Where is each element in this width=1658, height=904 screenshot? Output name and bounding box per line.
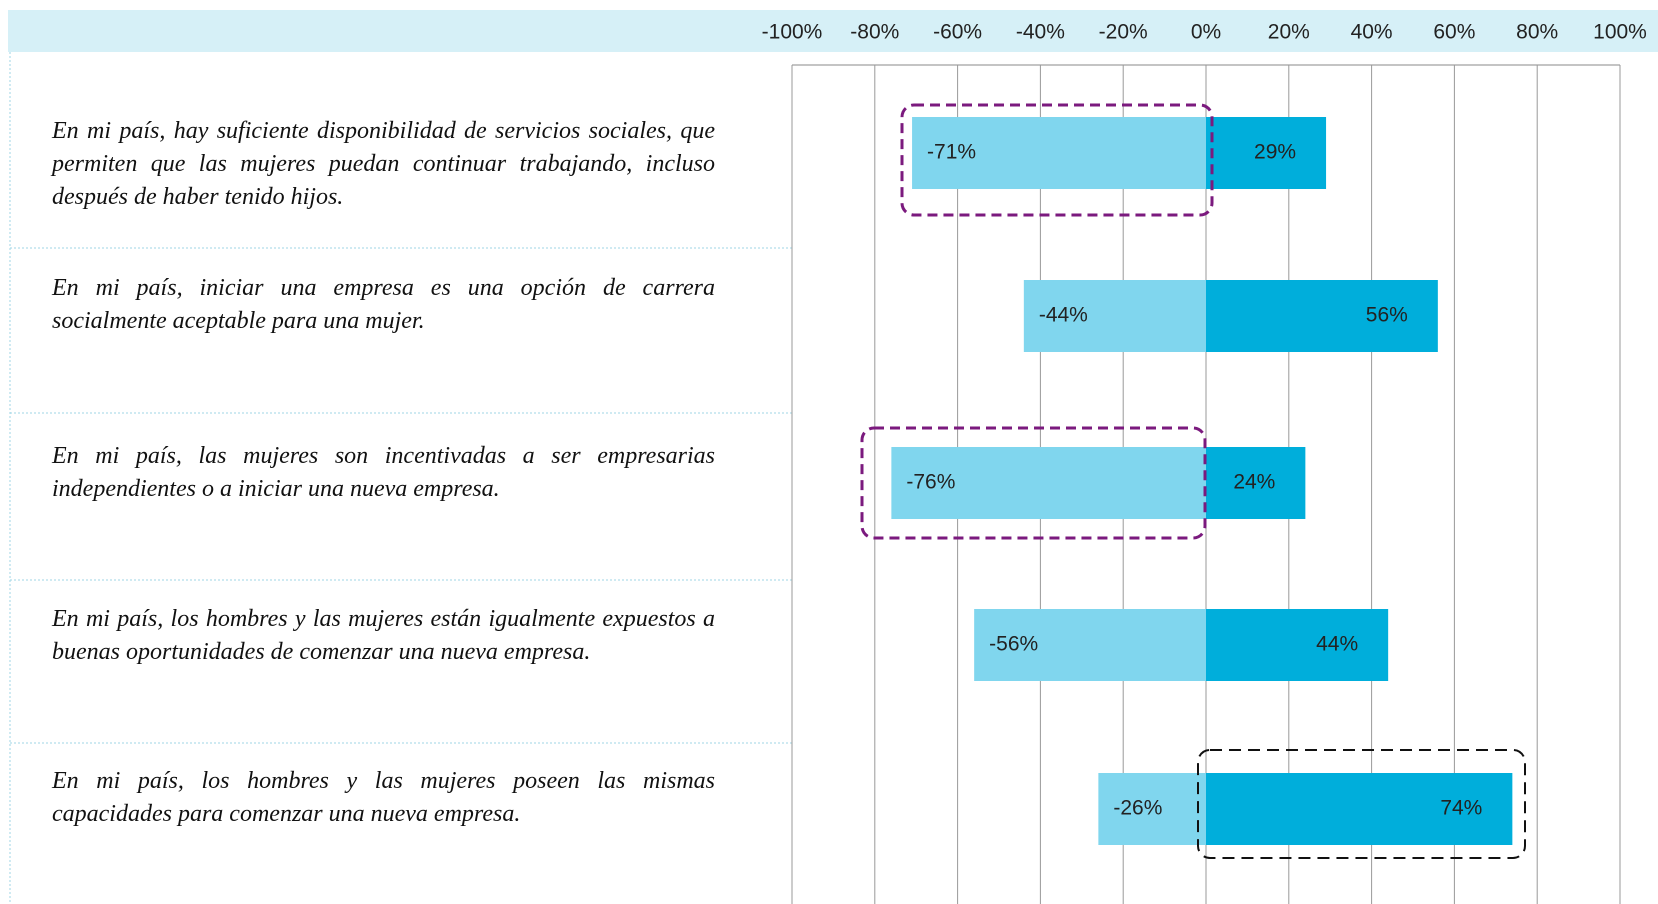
data-label: 74% — [1440, 797, 1482, 820]
x-tick-label: 20% — [1268, 21, 1310, 44]
x-tick-label: 100% — [1593, 21, 1647, 44]
data-label: -44% — [1039, 304, 1088, 327]
category-label: En mi país, iniciar una empresa es una o… — [52, 275, 715, 334]
category-label: En mi país, hay suficiente disponibilida… — [52, 118, 715, 210]
x-tick-label: -80% — [850, 21, 899, 44]
category-label: En mi país, los hombres y las mujeres po… — [52, 768, 715, 827]
data-label: -26% — [1113, 797, 1162, 820]
data-label: 24% — [1233, 471, 1275, 494]
highlight-box — [900, 103, 1214, 217]
bar — [974, 609, 1206, 681]
x-tick-label: 60% — [1433, 21, 1475, 44]
highlight-box — [860, 426, 1207, 540]
category-label: En mi país, las mujeres son incentivadas… — [52, 443, 715, 502]
data-label: 29% — [1254, 141, 1296, 164]
x-tick-label: -40% — [1016, 21, 1065, 44]
data-label: 56% — [1366, 304, 1408, 327]
bar — [1206, 773, 1513, 845]
bar — [1206, 609, 1389, 681]
data-label: -56% — [989, 633, 1038, 656]
bar — [912, 117, 1206, 189]
bar — [1098, 773, 1206, 845]
category-label: En mi país, los hombres y las mujeres es… — [52, 606, 715, 665]
x-tick-label: -100% — [762, 21, 823, 44]
highlight-box — [1197, 749, 1526, 859]
x-tick-label: 0% — [1191, 21, 1221, 44]
plot: -100% -80% -60% -40% -20% 0% 20% 40% 60% 80% 100% -… — [762, 21, 1647, 904]
bar — [1023, 280, 1206, 352]
bar — [1206, 280, 1438, 352]
bar — [891, 447, 1206, 519]
bar — [1206, 117, 1327, 189]
x-tick-label: 40% — [1351, 21, 1393, 44]
header-band — [8, 10, 1658, 52]
x-tick-label: 80% — [1516, 21, 1558, 44]
bar — [1206, 447, 1306, 519]
data-label: -76% — [906, 471, 955, 494]
x-tick-label: -20% — [1099, 21, 1148, 44]
x-tick-label: -60% — [933, 21, 982, 44]
data-label: -71% — [927, 141, 976, 164]
data-label: 44% — [1316, 633, 1358, 656]
